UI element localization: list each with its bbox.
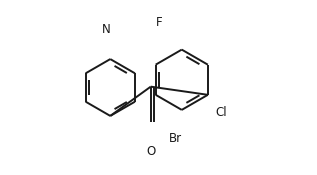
Text: Br: Br: [169, 132, 182, 145]
Text: Cl: Cl: [215, 106, 227, 119]
Text: O: O: [146, 145, 155, 158]
Text: N: N: [101, 23, 110, 36]
Text: F: F: [156, 16, 163, 29]
